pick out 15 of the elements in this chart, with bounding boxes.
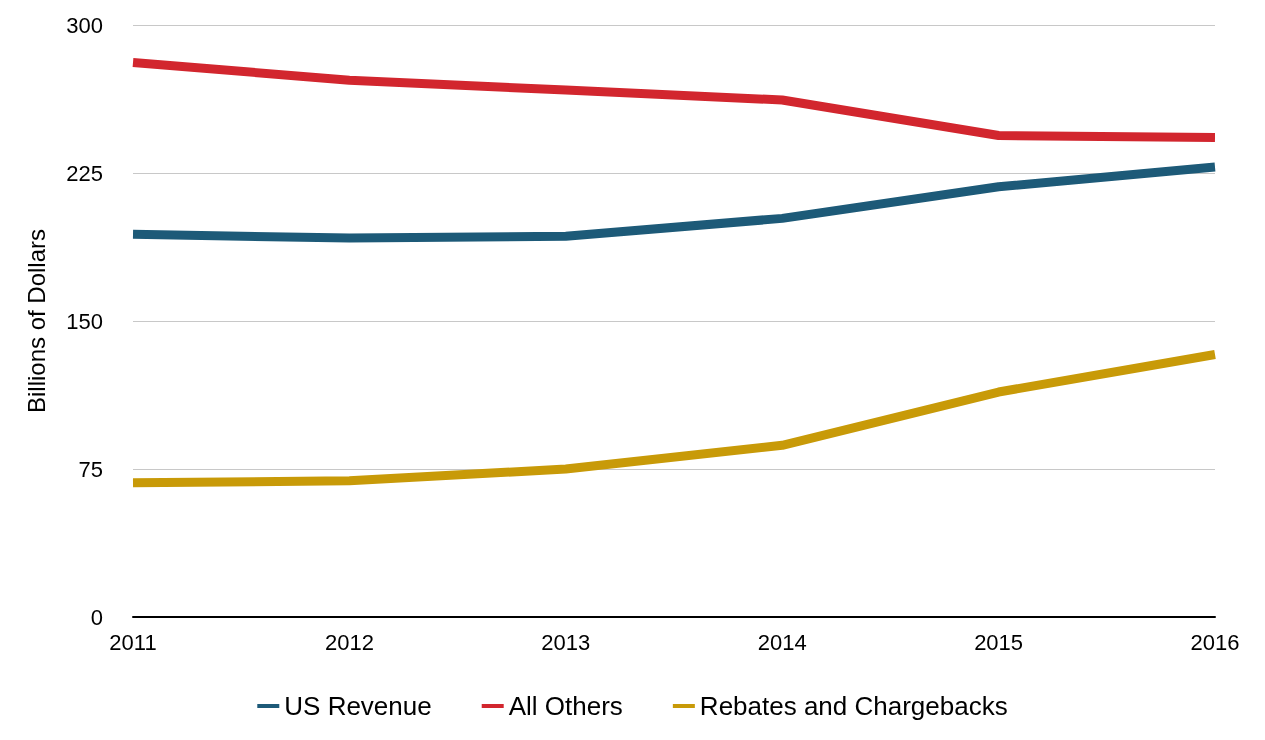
x-tick-label: 2016 bbox=[1190, 629, 1240, 655]
legend-label: All Others bbox=[508, 691, 623, 721]
y-tick-label: 300 bbox=[66, 12, 103, 38]
y-tick-label: 150 bbox=[66, 308, 103, 334]
y-axis-title: Billions of Dollars bbox=[22, 228, 50, 414]
x-tick-label: 2014 bbox=[757, 629, 807, 655]
x-tick-label: 2013 bbox=[541, 629, 591, 655]
y-tick-label: 225 bbox=[66, 160, 103, 186]
x-tick-label: 2012 bbox=[324, 629, 374, 655]
y-tick-label: 0 bbox=[90, 604, 103, 630]
y-tick-label: 75 bbox=[78, 456, 103, 482]
x-tick-label: 2015 bbox=[974, 629, 1024, 655]
x-tick-label: 2011 bbox=[109, 629, 157, 655]
legend-label: US Revenue bbox=[284, 691, 432, 721]
legend-label: Rebates and Chargebacks bbox=[699, 691, 1008, 721]
